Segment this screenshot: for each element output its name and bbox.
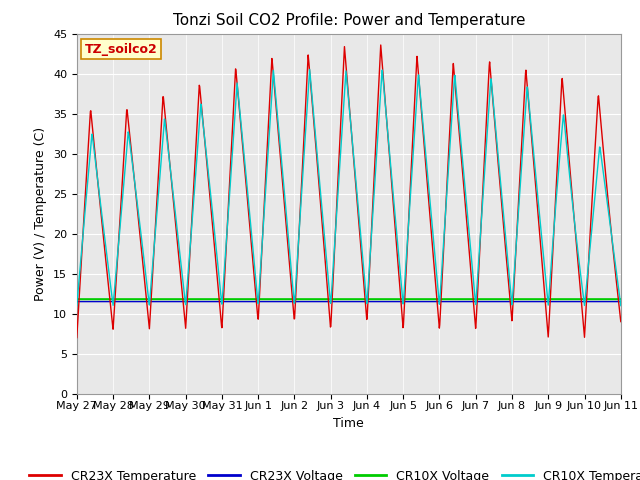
Legend: CR23X Temperature, CR23X Voltage, CR10X Voltage, CR10X Temperature: CR23X Temperature, CR23X Voltage, CR10X … (24, 465, 640, 480)
Title: Tonzi Soil CO2 Profile: Power and Temperature: Tonzi Soil CO2 Profile: Power and Temper… (173, 13, 525, 28)
Text: TZ_soilco2: TZ_soilco2 (85, 43, 157, 56)
Y-axis label: Power (V) / Temperature (C): Power (V) / Temperature (C) (35, 127, 47, 300)
X-axis label: Time: Time (333, 417, 364, 430)
